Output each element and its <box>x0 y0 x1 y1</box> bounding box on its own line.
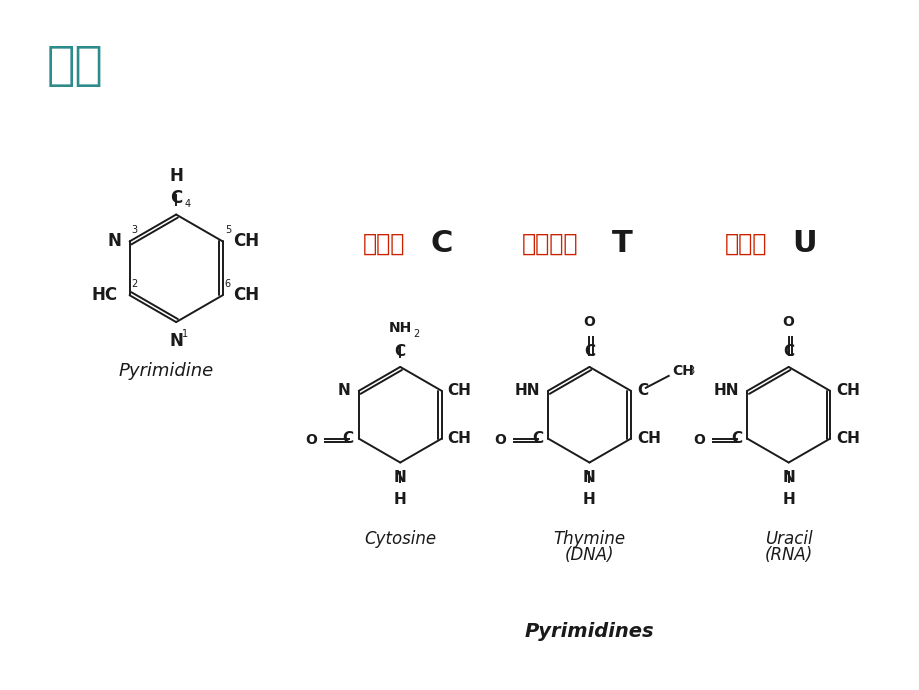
Text: O: O <box>693 433 705 446</box>
Text: Uracil: Uracil <box>764 530 811 549</box>
Text: O: O <box>305 433 317 446</box>
Text: CH: CH <box>233 286 258 304</box>
Text: HC: HC <box>91 286 118 304</box>
Text: C: C <box>343 431 354 446</box>
Text: (DNA): (DNA) <box>564 546 614 564</box>
Text: C: C <box>731 431 742 446</box>
Text: 2: 2 <box>131 279 138 289</box>
Text: HN: HN <box>713 384 739 398</box>
Text: H: H <box>583 493 596 507</box>
Text: CH: CH <box>233 233 258 250</box>
Text: CH: CH <box>835 384 859 398</box>
Text: 胸腺嘧啶: 胸腺嘧啶 <box>521 231 578 255</box>
Text: O: O <box>494 433 505 446</box>
Text: U: U <box>792 229 816 258</box>
Text: N: N <box>583 471 596 486</box>
Text: HN: HN <box>514 384 539 398</box>
Text: Pyrimidines: Pyrimidines <box>524 622 653 641</box>
Text: C: C <box>782 344 793 359</box>
Text: N: N <box>338 384 350 398</box>
Text: 6: 6 <box>224 279 231 289</box>
Text: O: O <box>583 315 595 329</box>
Text: N: N <box>169 332 183 350</box>
Text: 5: 5 <box>224 226 231 235</box>
Text: N: N <box>393 471 406 486</box>
Text: (RNA): (RNA) <box>764 546 811 564</box>
Text: N: N <box>781 471 794 486</box>
Text: C: C <box>394 344 405 359</box>
Text: CH: CH <box>636 431 660 446</box>
Text: 尿嘧啶: 尿嘧啶 <box>724 231 766 255</box>
Text: CH: CH <box>448 384 471 398</box>
Text: 3: 3 <box>688 366 694 376</box>
Text: C: C <box>430 229 452 258</box>
Text: 1: 1 <box>182 329 188 339</box>
Text: C: C <box>636 384 647 398</box>
Text: N: N <box>108 233 121 250</box>
Text: C: C <box>170 188 182 206</box>
Text: H: H <box>781 493 794 507</box>
Text: H: H <box>169 167 183 185</box>
Text: CH: CH <box>672 364 694 378</box>
Text: NH: NH <box>388 321 412 335</box>
Text: C: C <box>584 344 595 359</box>
Text: H: H <box>393 493 406 507</box>
Text: T: T <box>611 229 631 258</box>
Text: 4: 4 <box>184 199 190 208</box>
Text: Pyrimidine: Pyrimidine <box>119 362 213 380</box>
Text: 胞嘧啶: 胞嘧啶 <box>362 231 404 255</box>
Text: Thymine: Thymine <box>553 530 625 549</box>
Text: C: C <box>531 431 542 446</box>
Text: 3: 3 <box>131 226 138 235</box>
Text: CH: CH <box>448 431 471 446</box>
Text: 2: 2 <box>413 329 419 339</box>
Text: 嘧啶: 嘧啶 <box>47 43 103 88</box>
Text: O: O <box>782 315 794 329</box>
Text: Cytosine: Cytosine <box>364 530 436 549</box>
Text: CH: CH <box>835 431 859 446</box>
